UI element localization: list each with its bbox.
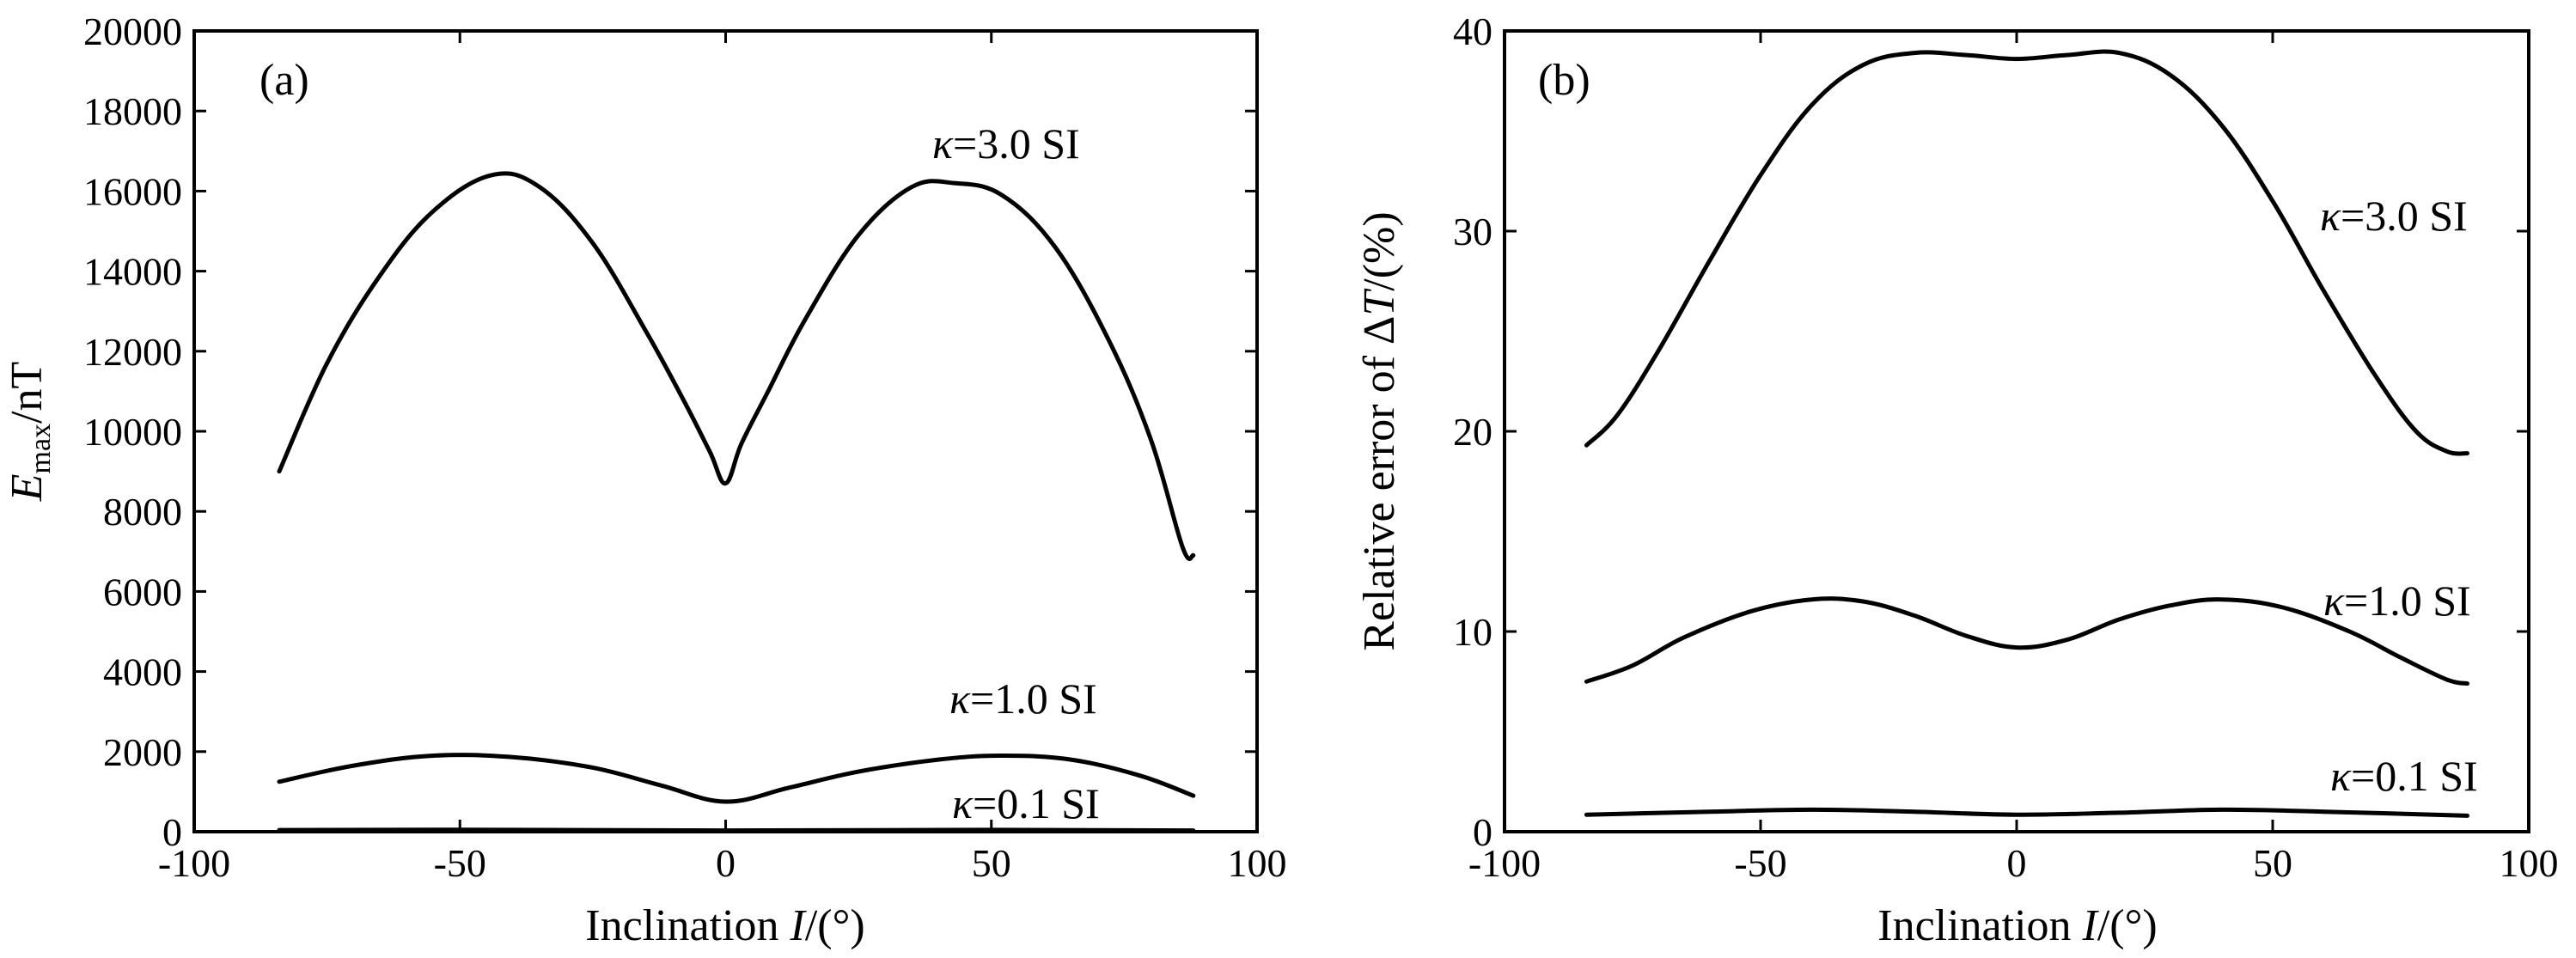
panel-a-x-tick-label: -50 <box>434 841 486 885</box>
panel-a-x-tick-label: 100 <box>1228 841 1287 885</box>
panel-b-y-tick-label: 0 <box>1473 810 1492 854</box>
panel-b-x-tick-label: 100 <box>2500 841 2559 885</box>
panel-b-x-axis-label: Inclination I/(°) <box>1877 901 2157 950</box>
panel-a-y-tick-label: 8000 <box>103 490 182 534</box>
panel-a-x-tick-label: 0 <box>716 841 736 885</box>
panel-b-x-tick-label: 50 <box>2253 841 2292 885</box>
panel-a-x-tick-label: -100 <box>158 841 230 885</box>
panel-a-y-ticks: 0 2000 4000 6000 8000 10000 12000 14000 16000 180… <box>83 9 1257 854</box>
panel-b-series-label-k1: κ=1.0 SI <box>2323 577 2471 625</box>
panel-b-series-label-k01: κ=0.1 SI <box>2330 752 2478 800</box>
panel-a-y-tick-label: 10000 <box>83 410 182 454</box>
panel-b-label: (b) <box>1538 56 1590 105</box>
panel-b-x-ticks: -100 -50 0 50 100 <box>1468 31 2559 885</box>
panel-a-series-label-k1: κ=1.0 SI <box>949 674 1097 723</box>
panel-a-y-tick-label: 16000 <box>83 169 182 213</box>
panel-b-y-tick-label: 40 <box>1453 9 1492 53</box>
panel-a-y-tick-label: 14000 <box>83 250 182 294</box>
panel-b-curves <box>1584 49 2469 818</box>
panel-a-x-axis-label: Inclination I/(°) <box>585 901 864 950</box>
panel-a: 0 2000 4000 6000 8000 10000 12000 14000 16000 180… <box>3 9 1287 950</box>
panel-b-series-line-0 <box>1584 49 2469 456</box>
panel-b-y-ticks: 0 10 20 30 40 <box>1453 9 2529 854</box>
panel-b-series-label-k3: κ=3.0 SI <box>2320 192 2468 240</box>
panel-a-frame <box>192 29 1259 833</box>
panel-b-y-axis-label: Relative error of ΔT/(%) <box>1355 211 1404 650</box>
panel-a-y-tick-label: 4000 <box>103 650 182 694</box>
panel-a-y-tick-label: 2000 <box>103 730 182 774</box>
panel-a-x-tick-label: 50 <box>972 841 1011 885</box>
panel-b-x-tick-label: -50 <box>1734 841 1786 885</box>
panel-a-y-tick-label: 18000 <box>83 89 182 133</box>
panel-b-series-line-2 <box>1584 807 2469 818</box>
panel-a-series-line-1 <box>277 753 1196 804</box>
panel-b-x-tick-label: 0 <box>2007 841 2027 885</box>
panel-a-series-line-2 <box>277 827 1196 833</box>
panel-b-x-tick-label: -100 <box>1468 841 1541 885</box>
panel-b-y-tick-label: 10 <box>1453 610 1492 654</box>
panel-b-y-tick-label: 30 <box>1453 210 1492 253</box>
panel-b-frame <box>1503 29 2530 833</box>
panel-a-y-tick-label: 20000 <box>83 9 182 53</box>
panel-b-y-tick-label: 20 <box>1453 410 1492 454</box>
panel-a-series-label-k01: κ=0.1 SI <box>952 779 1100 827</box>
panel-a-y-tick-label: 6000 <box>103 570 182 613</box>
panel-a-series-line-0 <box>277 171 1196 561</box>
panel-a-y-tick-label: 12000 <box>83 330 182 374</box>
panel-a-y-axis-label: Emax/nT <box>3 362 57 503</box>
panel-a-series-label-k3: κ=3.0 SI <box>932 119 1080 168</box>
panel-a-y-tick-label: 0 <box>162 810 182 854</box>
panel-a-curves <box>277 171 1196 833</box>
panel-b-series-line-1 <box>1584 596 2469 686</box>
panel-a-label: (a) <box>259 56 309 105</box>
panel-b: 0 10 20 30 40 -100 -50 0 50 100 (b) κ=3.0 SI κ=1… <box>1355 9 2559 950</box>
panel-a-x-ticks: -100 -50 0 50 100 <box>158 31 1287 885</box>
